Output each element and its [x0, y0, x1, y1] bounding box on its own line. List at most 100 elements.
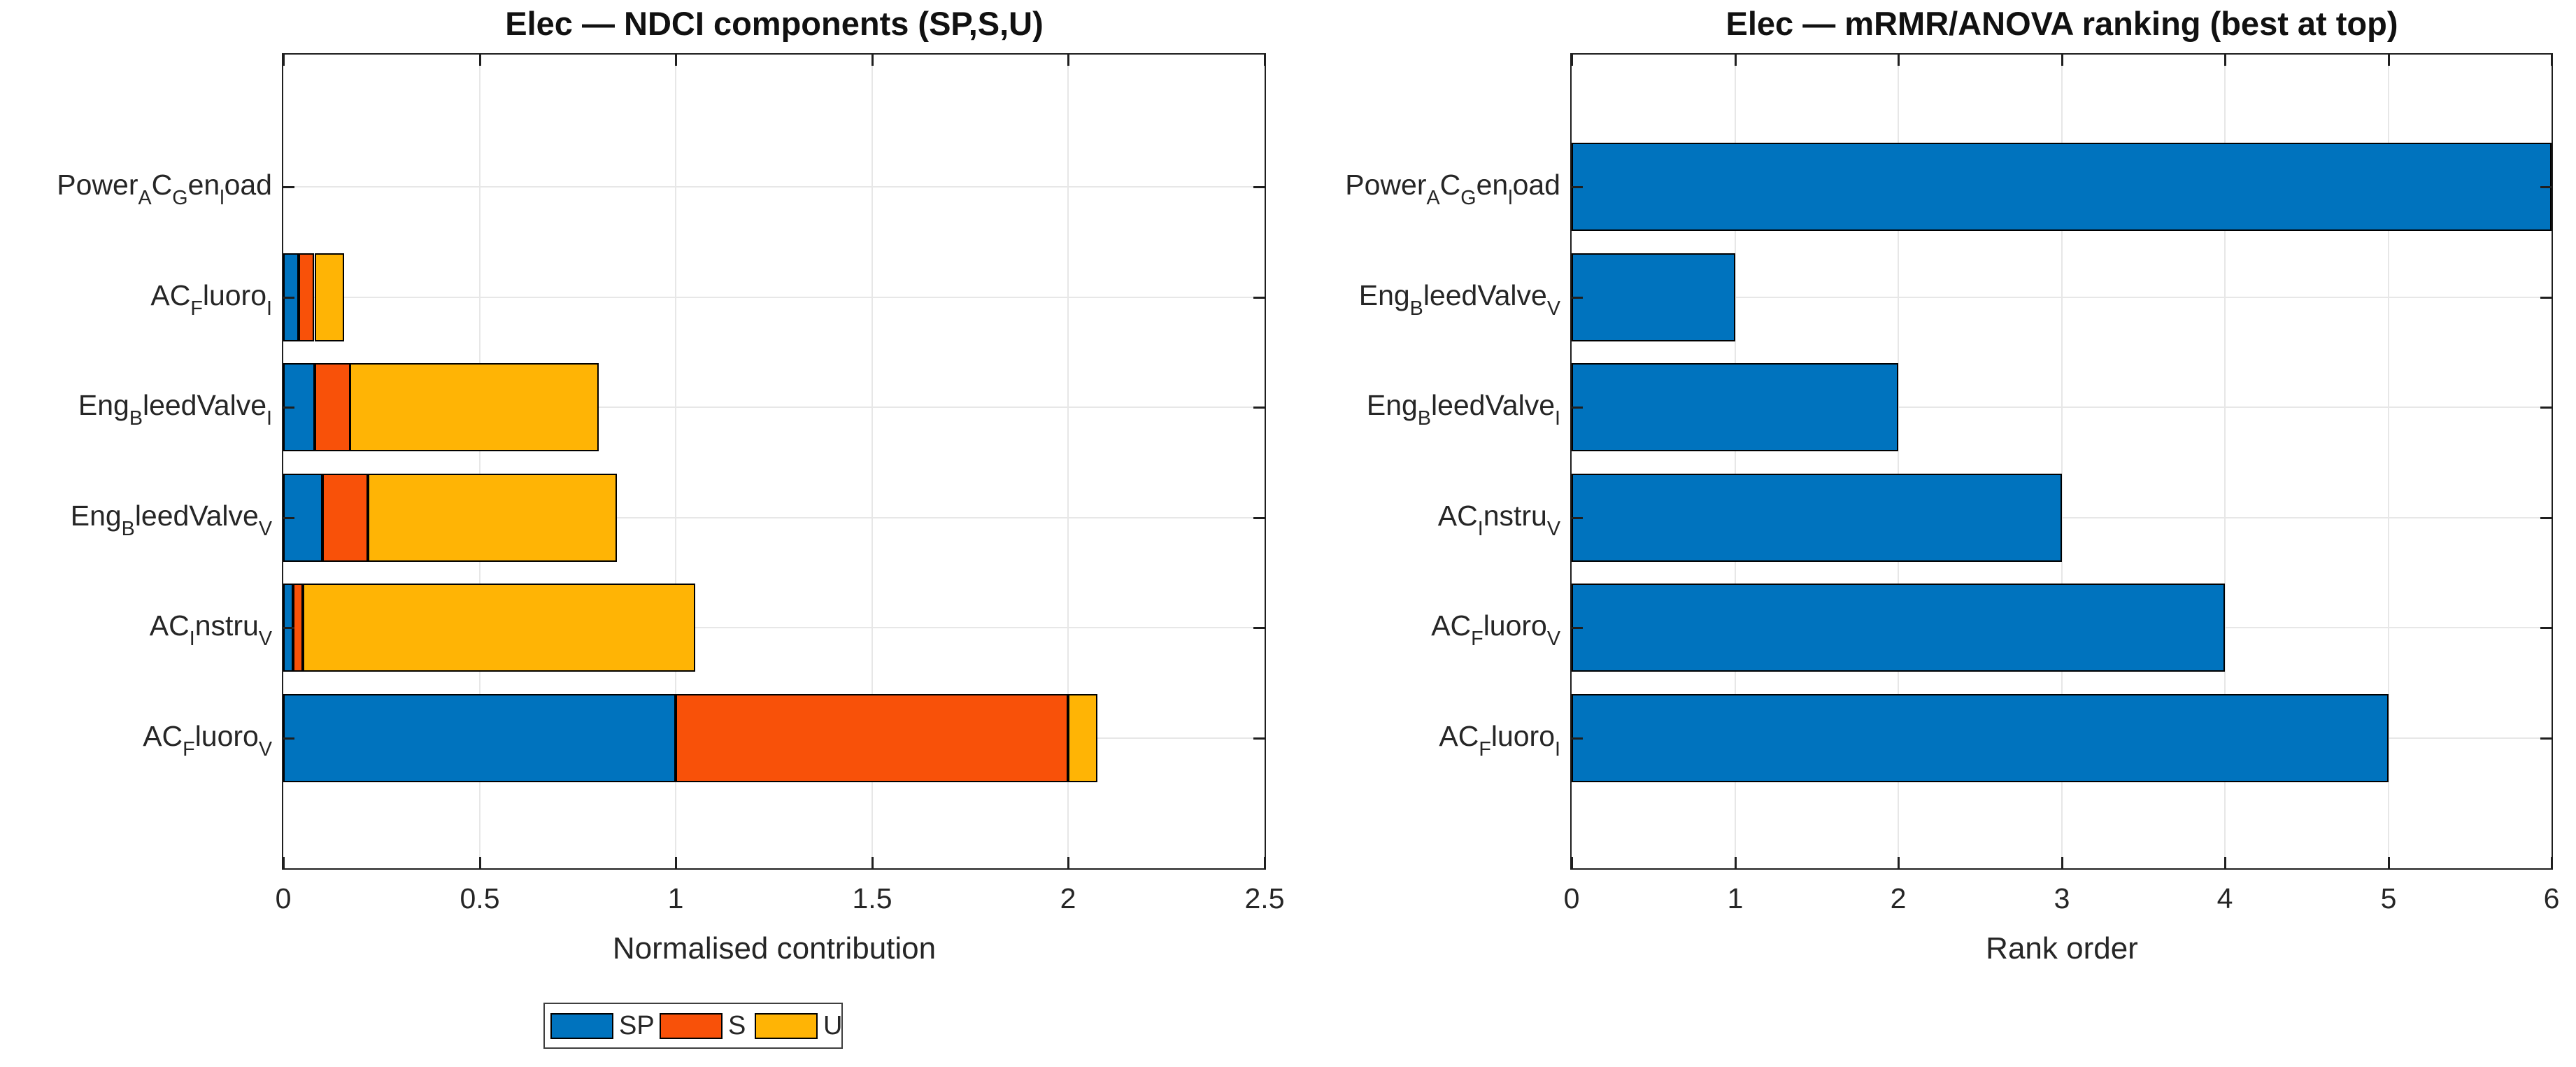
x-tick-mark — [2224, 857, 2226, 868]
x-tick-mark — [1067, 857, 1069, 868]
x-tick-mark — [871, 55, 874, 66]
y-tick-mark — [2540, 737, 2552, 740]
legend-label-sp: SP — [619, 1011, 655, 1040]
y-tick-mark — [2540, 627, 2552, 629]
y-tick-mark — [283, 186, 294, 188]
y-category-label-Power_AC_Gen_load: PowerACGenload — [57, 169, 272, 210]
x-tick-mark — [2388, 55, 2390, 66]
y-tick-mark — [1253, 627, 1265, 629]
x-tick-label: 3 — [2054, 882, 2070, 914]
y-category-label-Eng_BleedValve_V: EngBleedValveV — [70, 500, 272, 541]
bar-row-AC_Instru_V — [1572, 474, 2552, 562]
bar-segment-U — [350, 363, 599, 451]
x-tick-mark — [1264, 55, 1266, 66]
y-category-label-Eng_BleedValve_I: EngBleedValveI — [78, 389, 272, 430]
y-tick-mark — [283, 407, 294, 409]
legend-swatch-u — [755, 1013, 818, 1039]
grid-line-horizontal — [283, 186, 1265, 188]
x-tick-label: 2 — [1060, 882, 1076, 914]
y-category-label-AC_Fluoro_I: ACFluoroI — [1439, 720, 1560, 761]
x-tick-label: 5 — [2380, 882, 2397, 914]
legend-label-s: S — [728, 1011, 746, 1040]
y-tick-mark — [1253, 737, 1265, 740]
bar-segment-S — [299, 253, 314, 341]
grid-line-horizontal — [283, 407, 1265, 408]
bar-segment-S — [293, 584, 303, 672]
y-category-label-AC_Fluoro_V: ACFluoroV — [1431, 609, 1560, 651]
y-tick-mark — [1572, 627, 1583, 629]
left-chart-axes — [282, 53, 1266, 870]
x-tick-mark — [2224, 55, 2226, 66]
y-category-label-AC_Fluoro_V: ACFluoroV — [143, 720, 272, 761]
x-tick-mark — [479, 55, 481, 66]
grid-line-horizontal — [283, 517, 1265, 518]
y-tick-mark — [1253, 407, 1265, 409]
left-chart-title: Elec — NDCI components (SP,S,U) — [505, 5, 1044, 42]
bar-segment-S — [322, 474, 368, 562]
grid-line-horizontal — [283, 627, 1265, 628]
x-tick-label: 0 — [275, 882, 292, 914]
right-chart-axes — [1570, 53, 2553, 870]
y-tick-mark — [1572, 517, 1583, 519]
bar-segment-rank — [1572, 363, 1898, 451]
y-category-label-Power_AC_Gen_load: PowerACGenload — [1345, 169, 1560, 210]
x-tick-label: 2 — [1890, 882, 1907, 914]
bar-row-Eng_BleedValve_V — [283, 474, 1265, 562]
x-tick-mark — [1735, 857, 1737, 868]
x-tick-label: 4 — [2216, 882, 2233, 914]
bar-segment-S — [315, 363, 350, 451]
bar-segment-rank — [1572, 143, 2552, 231]
y-tick-mark — [2540, 407, 2552, 409]
x-tick-mark — [1571, 55, 1573, 66]
x-tick-mark — [2061, 857, 2063, 868]
bar-segment-rank — [1572, 474, 2062, 562]
y-category-label-AC_Fluoro_I: ACFluoroI — [150, 279, 272, 320]
x-tick-mark — [1571, 857, 1573, 868]
bar-row-AC_Instru_V — [283, 584, 1265, 672]
x-tick-mark — [2551, 857, 2553, 868]
y-tick-mark — [1572, 297, 1583, 299]
grid-line-vertical — [2061, 55, 2063, 868]
right-chart-xlabel: Rank order — [1986, 931, 2138, 966]
legend: SP S U — [543, 1003, 843, 1049]
x-tick-mark — [479, 857, 481, 868]
legend-label-u: U — [823, 1011, 843, 1040]
x-tick-label: 2.5 — [1244, 882, 1285, 914]
bar-row-AC_Fluoro_V — [1572, 584, 2552, 672]
grid-line-vertical — [1735, 55, 1736, 868]
bar-row-Eng_BleedValve_V — [1572, 253, 2552, 341]
y-tick-mark — [1253, 517, 1265, 519]
y-tick-mark — [1572, 407, 1583, 409]
y-tick-mark — [283, 517, 294, 519]
bar-segment-rank — [1572, 253, 1735, 341]
bar-segment-SP — [283, 694, 676, 782]
grid-line-vertical — [1067, 55, 1069, 868]
y-tick-mark — [283, 737, 294, 740]
x-tick-label: 1 — [667, 882, 684, 914]
y-tick-mark — [1253, 186, 1265, 188]
grid-line-horizontal — [283, 297, 1265, 298]
x-tick-mark — [1735, 55, 1737, 66]
x-tick-label: 6 — [2543, 882, 2560, 914]
bar-row-Power_AC_Gen_load — [1572, 143, 2552, 231]
x-tick-mark — [675, 55, 677, 66]
bar-row-AC_Fluoro_V — [283, 694, 1265, 782]
y-tick-mark — [283, 297, 294, 299]
legend-swatch-s — [660, 1013, 723, 1039]
x-tick-mark — [1264, 857, 1266, 868]
legend-swatch-sp — [550, 1013, 613, 1039]
x-tick-mark — [283, 857, 285, 868]
y-tick-mark — [2540, 186, 2552, 188]
grid-line-vertical — [479, 55, 481, 868]
left-chart-xlabel: Normalised contribution — [612, 931, 937, 966]
y-category-label-AC_Instru_V: ACInstruV — [149, 609, 272, 651]
grid-line-vertical — [675, 55, 676, 868]
y-tick-mark — [283, 627, 294, 629]
bar-segment-U — [1068, 694, 1097, 782]
x-tick-label: 0 — [1563, 882, 1580, 914]
grid-line-vertical — [2388, 55, 2389, 868]
bar-row-Power_AC_Gen_load — [283, 143, 1265, 231]
y-tick-mark — [1572, 186, 1583, 188]
x-tick-mark — [675, 857, 677, 868]
